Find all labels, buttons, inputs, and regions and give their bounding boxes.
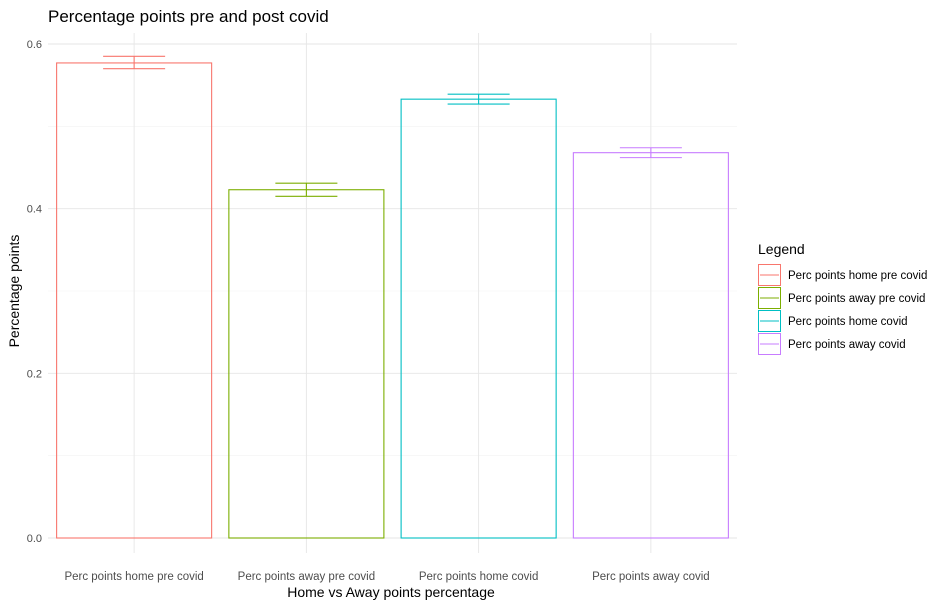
legend-label: Perc points away pre covid	[788, 293, 925, 305]
y-axis-label: Percentage points	[6, 235, 22, 348]
legend-title: Legend	[758, 241, 805, 257]
x-tick-label: Perc points home pre covid	[64, 571, 203, 583]
legend-items: Perc points home pre covid Perc points aw…	[758, 264, 927, 355]
legend-label: Perc points home pre covid	[788, 270, 927, 282]
y-tick-label: 0.6	[27, 39, 42, 51]
y-tick-label: 0.0	[27, 533, 42, 545]
y-axis-ticks: 0.0 0.2 0.4 0.6	[27, 39, 42, 545]
bars	[56, 55, 729, 539]
legend-item: Perc points away covid	[758, 333, 906, 355]
x-tick-label: Perc points home covid	[419, 571, 539, 583]
legend-label: Perc points away covid	[788, 339, 906, 351]
x-tick-label: Perc points away pre covid	[238, 571, 375, 583]
y-tick-label: 0.4	[27, 204, 42, 216]
y-tick-label: 0.2	[27, 368, 42, 380]
legend-item: Perc points home pre covid	[758, 264, 927, 286]
legend-key-box	[758, 264, 781, 286]
legend-key-box	[758, 333, 781, 355]
chart-title: Percentage points pre and post covid	[48, 7, 329, 26]
error-bar	[103, 55, 166, 70]
legend-label: Perc points home covid	[788, 316, 908, 328]
x-axis-ticks: Perc points home pre covid Perc points aw…	[64, 571, 709, 583]
legend-item: Perc points home covid	[758, 310, 908, 332]
x-tick-label: Perc points away covid	[592, 571, 710, 583]
legend-item: Perc points away pre covid	[758, 287, 925, 309]
grid-lines	[48, 33, 737, 553]
legend-key-box	[758, 287, 781, 309]
error-bar	[447, 93, 510, 105]
error-bar	[619, 147, 682, 159]
x-axis-label: Home vs Away points percentage	[287, 584, 495, 600]
legend-key-box	[758, 310, 781, 332]
error-bar	[275, 182, 338, 197]
